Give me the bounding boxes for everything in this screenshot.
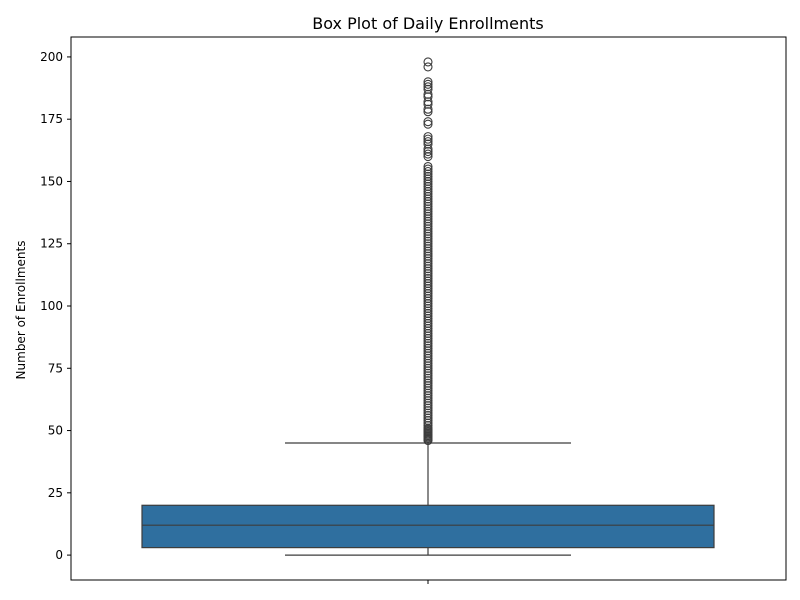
plot-area xyxy=(70,36,787,581)
y-tick-label-0: 0 xyxy=(55,548,63,562)
y-tick-label-5: 125 xyxy=(40,237,63,251)
y-tick-label-8: 200 xyxy=(40,50,63,64)
outlier-point-133 xyxy=(423,82,433,92)
outlier-point-114 xyxy=(423,164,433,174)
outlier-point-121 xyxy=(423,137,433,147)
outlier-point-123 xyxy=(423,132,433,142)
outlier-point-124 xyxy=(423,119,433,129)
outlier-point-125 xyxy=(423,117,433,127)
outlier-point-135 xyxy=(423,77,433,87)
y-tick-label-4: 100 xyxy=(40,299,63,313)
y-axis-label: Number of Enrollments xyxy=(14,241,28,380)
outlier-point-113 xyxy=(423,166,433,177)
y-tick-label-2: 50 xyxy=(48,424,63,438)
outlier-point-136 xyxy=(423,62,433,72)
iqr-box xyxy=(141,504,715,549)
outlier-point-115 xyxy=(423,161,433,172)
y-tick-label-3: 75 xyxy=(48,361,63,375)
y-tick-label-1: 25 xyxy=(48,486,63,500)
y-axis-ticks: 0 25 50 75 100 125 150 175 200 xyxy=(40,50,429,584)
outlier-point-137 xyxy=(423,57,433,67)
chart-title: Box Plot of Daily Enrollments xyxy=(312,14,543,33)
outlier-point-134 xyxy=(423,79,433,89)
y-tick-label-6: 150 xyxy=(40,174,63,188)
outlier-point-122 xyxy=(423,134,433,144)
y-tick-label-7: 175 xyxy=(40,112,63,126)
outlier-point-117 xyxy=(423,149,433,159)
